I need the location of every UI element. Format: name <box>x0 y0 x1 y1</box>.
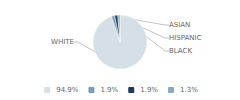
svg-text:WHITE: WHITE <box>51 38 74 46</box>
svg-text:94.9%: 94.9% <box>56 86 79 94</box>
svg-text:1.3%: 1.3% <box>180 86 198 94</box>
svg-text:HISPANIC: HISPANIC <box>169 34 202 42</box>
svg-text:BLACK: BLACK <box>169 47 192 55</box>
svg-text:1.9%: 1.9% <box>140 86 158 94</box>
svg-text:1.9%: 1.9% <box>100 86 118 94</box>
svg-text:ASIAN: ASIAN <box>169 21 190 29</box>
